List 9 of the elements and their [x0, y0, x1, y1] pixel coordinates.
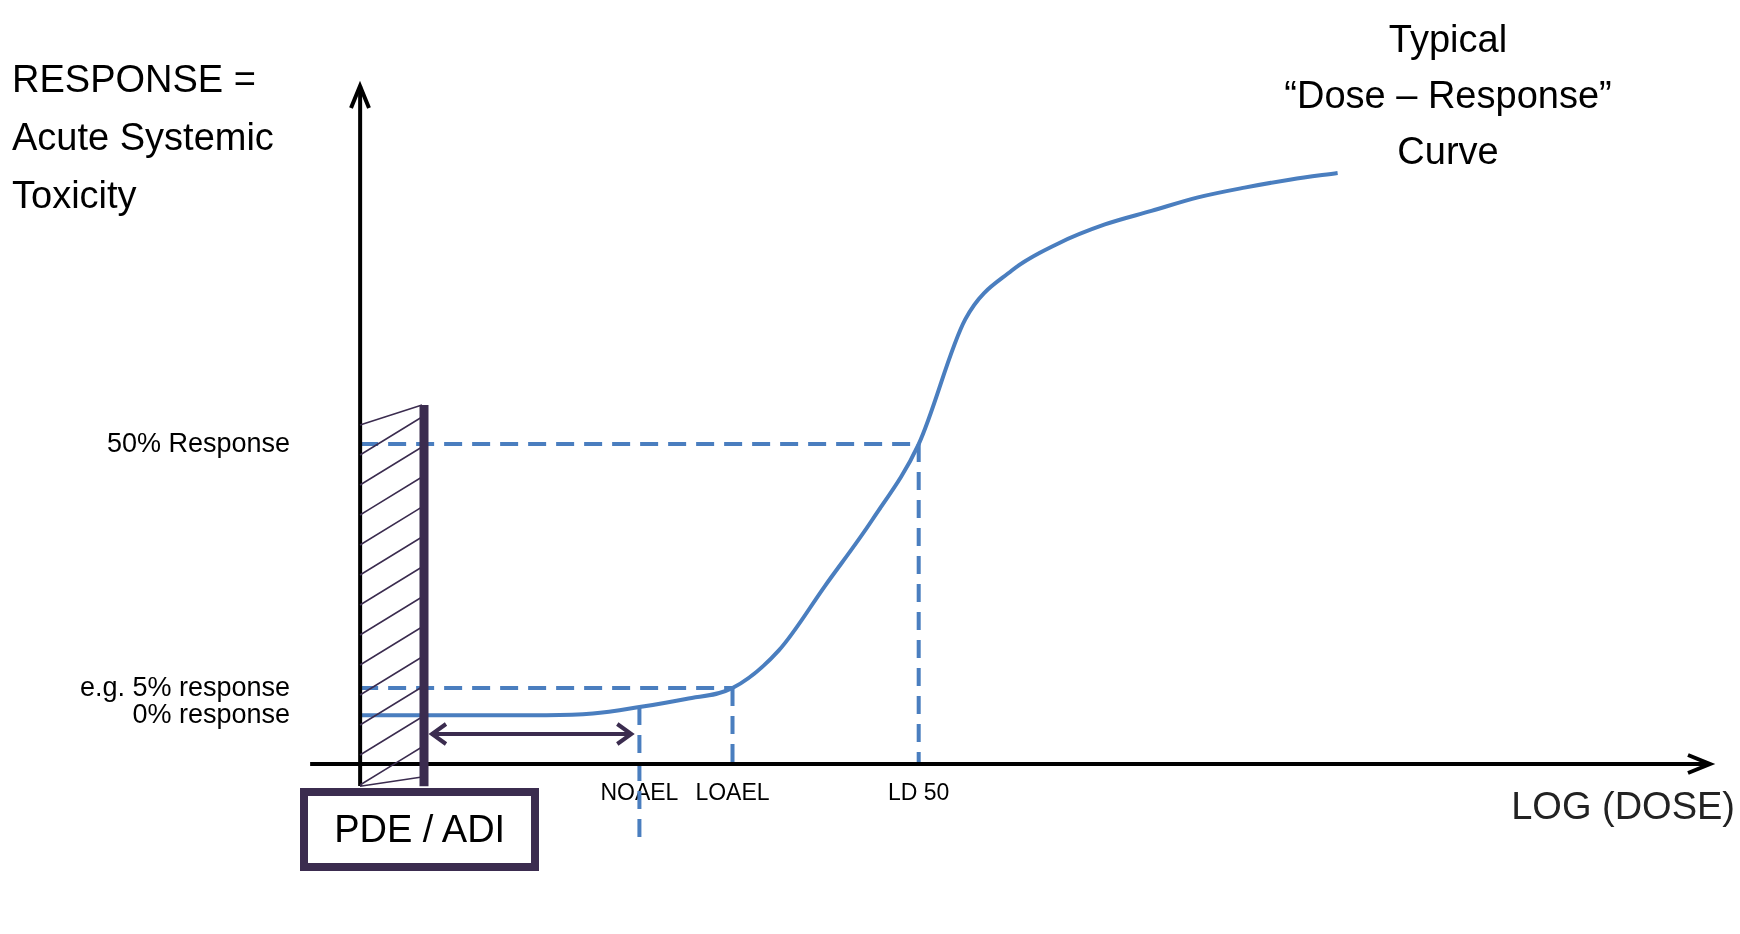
y-tick-label: e.g. 5% response [79, 671, 291, 702]
text: PDE / ADI [300, 788, 540, 871]
x-tick-label: LOAEL [695, 779, 770, 806]
x-tick-label: LD 50 [888, 779, 950, 806]
chart-title: Typical “Dose – Response” Curve [1284, 18, 1612, 173]
y-tick-label: 50% Response [107, 427, 291, 458]
x-tick-label: NOAEL [600, 779, 679, 806]
x-axis-title: LOG (DOSE) [1511, 785, 1735, 828]
y-axis-title: RESPONSE = Acute Systemic Toxicity [12, 58, 274, 217]
